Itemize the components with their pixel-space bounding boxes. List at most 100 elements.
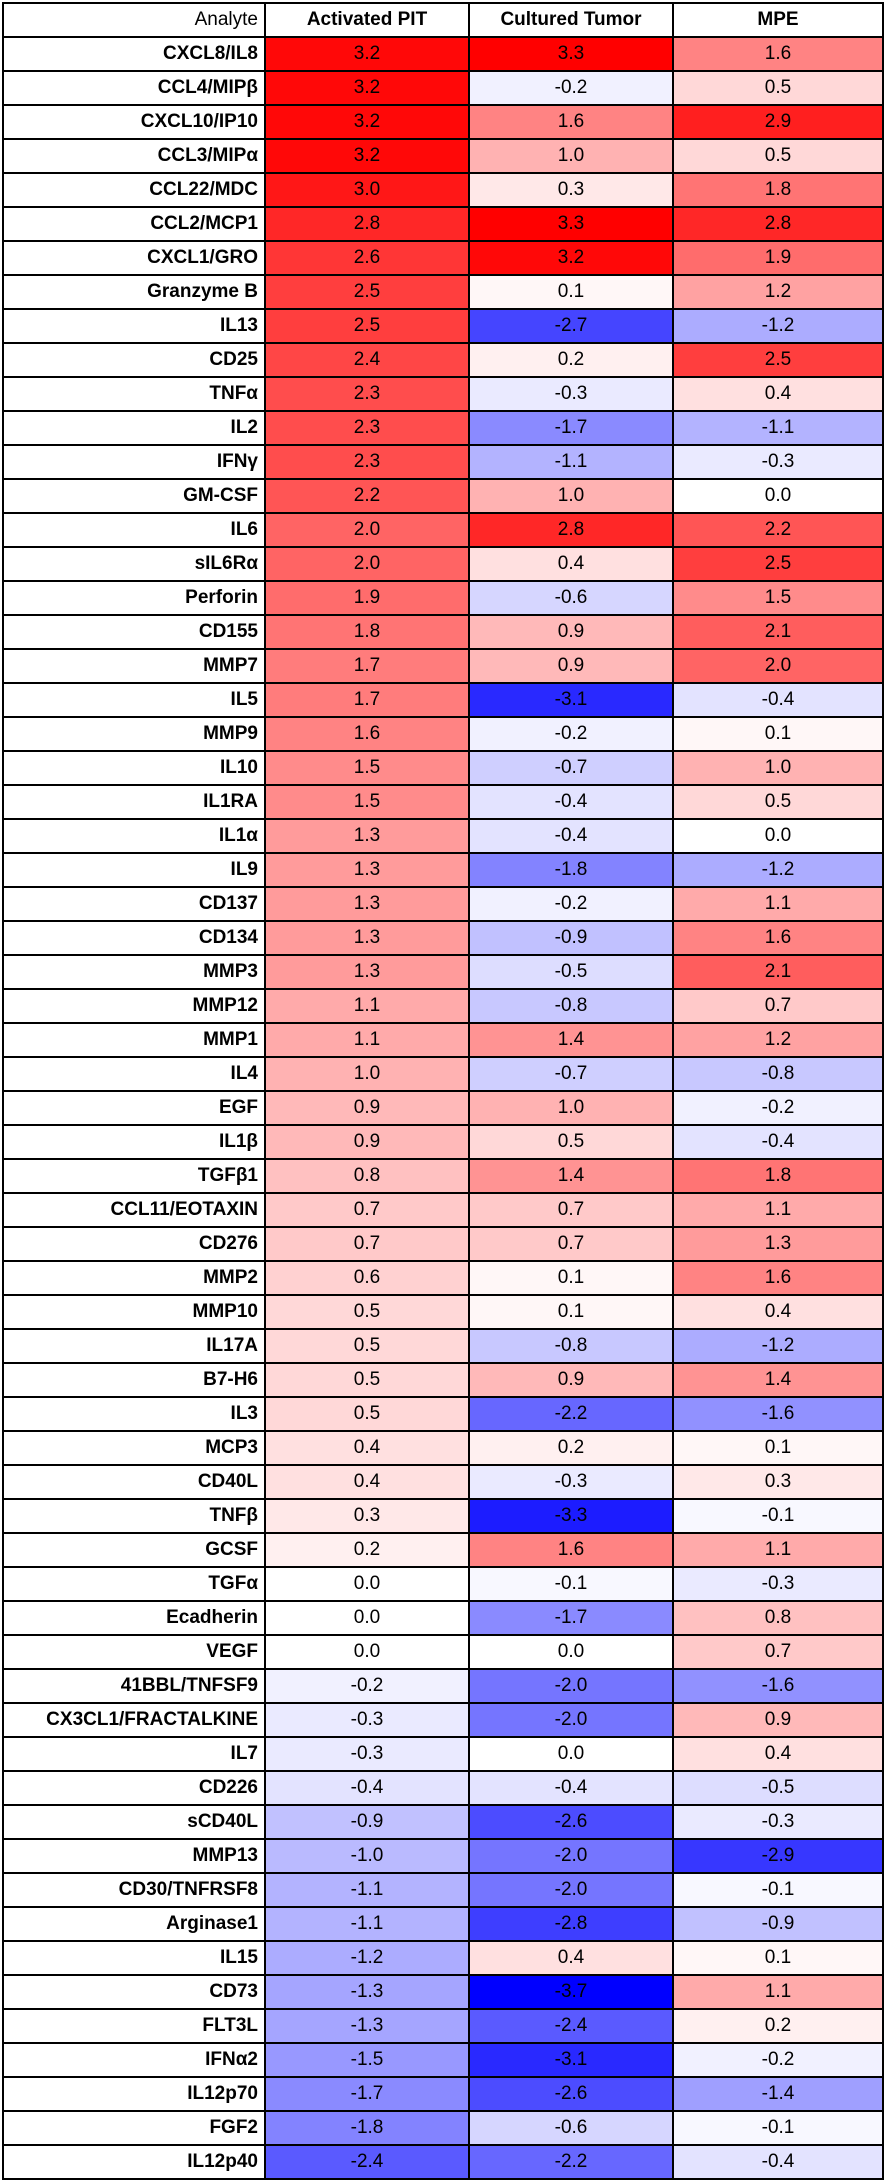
analyte-label: CD134 [2,920,266,956]
heatmap-cell-activated-pit: 0.0 [264,1566,470,1602]
table-row: IL7 -0.3 0.0 0.4 [2,1736,884,1772]
analyte-label: MCP3 [2,1430,266,1466]
analyte-label: IL3 [2,1396,266,1432]
heatmap-cell-mpe: -0.3 [672,1804,884,1840]
heatmap-cell-activated-pit: -1.8 [264,2110,470,2146]
heatmap-cell-activated-pit: 0.5 [264,1362,470,1398]
table-row: CD25 2.4 0.2 2.5 [2,342,884,378]
analyte-label: IFNα2 [2,2042,266,2078]
heatmap-cell-mpe: 0.5 [672,784,884,820]
analyte-label: Perforin [2,580,266,616]
heatmap-cell-activated-pit: -1.5 [264,2042,470,2078]
analyte-label: IL1α [2,818,266,854]
heatmap-cell-cultured-tumor: 0.4 [468,1940,674,1976]
heatmap-cell-cultured-tumor: -0.1 [468,1566,674,1602]
heatmap-cell-cultured-tumor: 0.0 [468,1736,674,1772]
heatmap-cell-cultured-tumor: -1.1 [468,444,674,480]
heatmap-cell-mpe: 0.0 [672,818,884,854]
heatmap-cell-cultured-tumor: -0.4 [468,818,674,854]
table-row: EGF 0.9 1.0 -0.2 [2,1090,884,1126]
header-row: Analyte Activated PIT Cultured Tumor MPE [2,2,884,38]
heatmap-cell-activated-pit: -1.3 [264,2008,470,2044]
table-row: MMP12 1.1 -0.8 0.7 [2,988,884,1024]
heatmap-cell-cultured-tumor: 0.9 [468,614,674,650]
table-row: CCL3/MIPα 3.2 1.0 0.5 [2,138,884,174]
table-row: IL17A 0.5 -0.8 -1.2 [2,1328,884,1364]
table-row: IFNα2 -1.5 -3.1 -0.2 [2,2042,884,2078]
heatmap-cell-activated-pit: 2.6 [264,240,470,276]
analyte-label: CD276 [2,1226,266,1262]
heatmap-cell-mpe: 0.7 [672,1634,884,1670]
heatmap-cell-activated-pit: -1.3 [264,1974,470,2010]
analyte-label: IFNγ [2,444,266,480]
analyte-label: IL1β [2,1124,266,1160]
heatmap-cell-cultured-tumor: -0.6 [468,2110,674,2146]
heatmap-cell-mpe: 1.0 [672,750,884,786]
table-row: MMP3 1.3 -0.5 2.1 [2,954,884,990]
analyte-label: MMP13 [2,1838,266,1874]
heatmap-cell-activated-pit: 1.3 [264,920,470,956]
analyte-label: TGFβ1 [2,1158,266,1194]
heatmap-cell-cultured-tumor: -1.7 [468,1600,674,1636]
heatmap-cell-activated-pit: -0.9 [264,1804,470,1840]
heatmap-cell-mpe: 2.5 [672,342,884,378]
heatmap-cell-activated-pit: 0.8 [264,1158,470,1194]
heatmap-cell-mpe: 1.8 [672,1158,884,1194]
heatmap-cell-activated-pit: 2.4 [264,342,470,378]
table-row: IL2 2.3 -1.7 -1.1 [2,410,884,446]
heatmap-cell-activated-pit: -1.0 [264,1838,470,1874]
heatmap-cell-cultured-tumor: -0.8 [468,1328,674,1364]
heatmap-cell-activated-pit: -1.2 [264,1940,470,1976]
heatmap-cell-activated-pit: 2.3 [264,376,470,412]
analyte-label: CD226 [2,1770,266,1806]
heatmap-cell-cultured-tumor: 3.3 [468,206,674,242]
heatmap-cell-cultured-tumor: 1.6 [468,1532,674,1568]
column-header-activated-pit: Activated PIT [264,2,470,38]
heatmap-cell-mpe: 0.2 [672,2008,884,2044]
heatmap-cell-cultured-tumor: -2.8 [468,1906,674,1942]
heatmap-cell-cultured-tumor: -3.3 [468,1498,674,1534]
table-row: CXCL1/GRO 2.6 3.2 1.9 [2,240,884,276]
analyte-label: CCL2/MCP1 [2,206,266,242]
heatmap-cell-activated-pit: 0.5 [264,1294,470,1330]
analyte-label: TNFα [2,376,266,412]
heatmap-cell-cultured-tumor: 0.1 [468,1294,674,1330]
heatmap-cell-mpe: 1.6 [672,1260,884,1296]
heatmap-cell-activated-pit: 2.0 [264,512,470,548]
heatmap-cell-cultured-tumor: 1.0 [468,138,674,174]
analyte-label: CD137 [2,886,266,922]
heatmap-cell-cultured-tumor: 1.4 [468,1158,674,1194]
heatmap-cell-activated-pit: 1.1 [264,988,470,1024]
heatmap-cell-cultured-tumor: -0.4 [468,784,674,820]
table-row: FLT3L -1.3 -2.4 0.2 [2,2008,884,2044]
heatmap-cell-activated-pit: 3.2 [264,138,470,174]
heatmap-cell-cultured-tumor: 0.2 [468,342,674,378]
heatmap-cell-cultured-tumor: -1.8 [468,852,674,888]
heatmap-cell-activated-pit: 0.4 [264,1430,470,1466]
heatmap-cell-activated-pit: 0.9 [264,1090,470,1126]
analyte-label: FGF2 [2,2110,266,2146]
analyte-label: CXCL8/IL8 [2,36,266,72]
heatmap-cell-mpe: 1.1 [672,1974,884,2010]
table-row: CCL22/MDC 3.0 0.3 1.8 [2,172,884,208]
table-row: CD134 1.3 -0.9 1.6 [2,920,884,956]
heatmap-cell-cultured-tumor: 0.9 [468,648,674,684]
heatmap-cell-cultured-tumor: -0.8 [468,988,674,1024]
heatmap-cell-activated-pit: 0.2 [264,1532,470,1568]
analyte-label: IL9 [2,852,266,888]
heatmap-cell-cultured-tumor: -2.4 [468,2008,674,2044]
heatmap-cell-cultured-tumor: 3.2 [468,240,674,276]
table-row: CCL11/EOTAXIN 0.7 0.7 1.1 [2,1192,884,1228]
heatmap-cell-mpe: -0.1 [672,1498,884,1534]
heatmap-cell-activated-pit: 1.5 [264,750,470,786]
table-row: MMP9 1.6 -0.2 0.1 [2,716,884,752]
table-row: IL1RA 1.5 -0.4 0.5 [2,784,884,820]
heatmap-cell-mpe: 0.1 [672,1430,884,1466]
analyte-label: IL7 [2,1736,266,1772]
analyte-label: CD40L [2,1464,266,1500]
heatmap-cell-activated-pit: 0.0 [264,1634,470,1670]
analyte-label: CCL3/MIPα [2,138,266,174]
analyte-label: 41BBL/TNFSF9 [2,1668,266,1704]
heatmap-cell-activated-pit: 2.0 [264,546,470,582]
table-row: sIL6Rα 2.0 0.4 2.5 [2,546,884,582]
